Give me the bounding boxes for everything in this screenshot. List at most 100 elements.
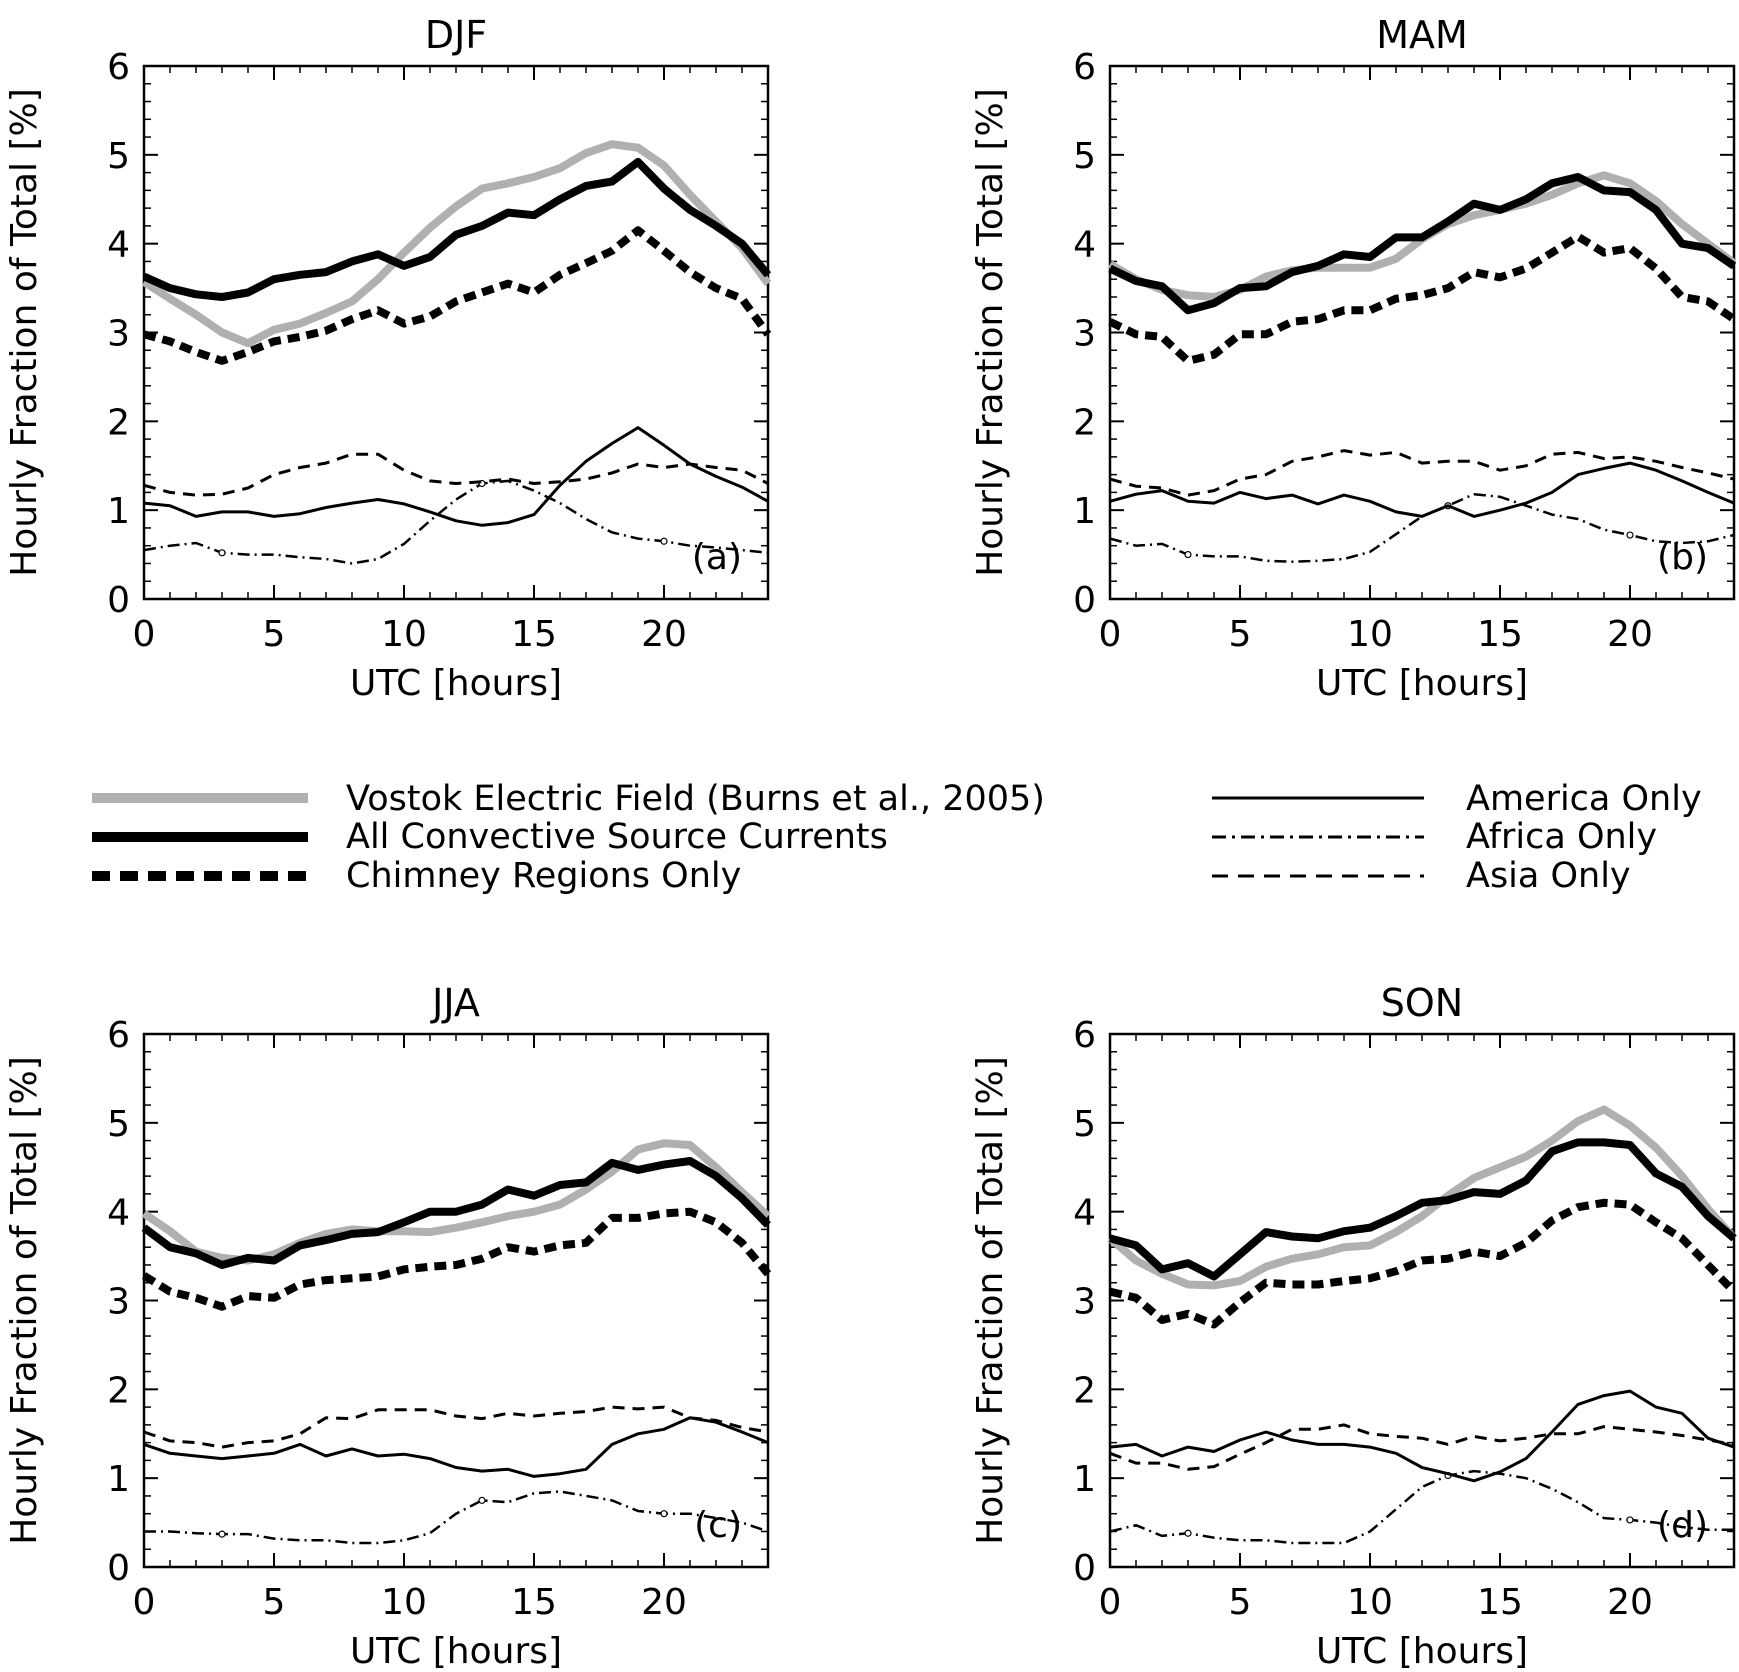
series-line-chimney (141, 1207, 772, 1311)
y-tick-label: 6 (1073, 47, 1096, 88)
series-line-all (1108, 173, 1737, 315)
plot-frame (1108, 1032, 1736, 1569)
y-tick-label: 0 (107, 1548, 130, 1589)
chart-title: MAM (1376, 13, 1468, 57)
series-line-chimney (1108, 232, 1737, 365)
y-tick-label: 6 (107, 1015, 130, 1056)
y-tick-label: 5 (1073, 136, 1096, 177)
x-axis-label: UTC [hours] (1316, 663, 1528, 704)
y-axis-label: Hourly Fraction of Total [%] (4, 1056, 45, 1545)
x-tick-label: 10 (381, 614, 427, 655)
x-tick-label: 15 (511, 614, 557, 655)
y-tick-label: 5 (107, 136, 130, 177)
legend-label-vostok: Vostok Electric Field (Burns et al., 200… (346, 779, 1045, 819)
y-tick-label: 0 (1073, 1548, 1096, 1589)
x-tick-label: 15 (511, 1582, 557, 1623)
series-line-asia (1109, 1423, 1735, 1471)
series-line-america (1109, 1389, 1735, 1483)
x-tick-label: 20 (641, 614, 687, 655)
panel-label: (d) (1657, 1505, 1708, 1546)
y-tick-label: 2 (1073, 1370, 1096, 1411)
chart-panel-son: SON 0 1 2 3 4 5 6 0 5 10 15 20 UTC [hours] Hourly Frac… (970, 981, 1737, 1672)
series-line-africa (1109, 1469, 1734, 1545)
y-tick-label: 4 (1073, 1193, 1096, 1234)
y-axis-label: Hourly Fraction of Total [%] (970, 88, 1011, 577)
series-line-vostok (141, 140, 772, 348)
legend-label-africa: Africa Only (1466, 817, 1657, 857)
africa-marker (1184, 550, 1192, 559)
x-tick-label: 5 (1229, 1582, 1252, 1623)
y-tick-label: 5 (1073, 1104, 1096, 1145)
x-tick-label: 0 (133, 1582, 156, 1623)
y-tick-label: 0 (107, 580, 130, 621)
x-tick-label: 0 (1099, 614, 1122, 655)
y-tick-label: 3 (107, 314, 130, 355)
chart-title: DJF (425, 13, 487, 57)
y-tick-label: 1 (1073, 491, 1096, 532)
x-tick-label: 0 (133, 614, 156, 655)
panel-label: (a) (692, 537, 742, 578)
y-tick-label: 1 (107, 491, 130, 532)
series-line-vostok (1107, 1105, 1737, 1290)
series-line-all (142, 157, 772, 301)
legend: Vostok Electric Field (Burns et al., 200… (92, 779, 1702, 896)
series-line-america (1109, 461, 1735, 518)
x-tick-label: 20 (641, 1582, 687, 1623)
africa-marker (218, 549, 226, 557)
africa-marker (1626, 531, 1634, 539)
chart-title: SON (1381, 981, 1463, 1025)
y-tick-label: 3 (1073, 1282, 1096, 1323)
chart-title: JJA (430, 981, 480, 1025)
chart-panel-djf: DJF 0 1 2 3 4 5 6 0 5 10 15 20 UTC [hours] Hourly Frac… (4, 13, 772, 704)
x-tick-label: 5 (263, 614, 286, 655)
x-tick-label: 15 (1477, 1582, 1523, 1623)
series-line-africa (1109, 492, 1735, 563)
panel-label: (b) (1657, 537, 1708, 578)
series-line-africa (144, 1490, 769, 1545)
y-tick-label: 3 (107, 1282, 130, 1323)
africa-marker (1184, 1529, 1192, 1537)
y-axis-label: Hourly Fraction of Total [%] (4, 88, 45, 577)
chart-panel-mam: MAM 0 1 2 3 4 5 6 0 5 10 15 20 UTC [hours] Hourly Frac… (970, 13, 1737, 704)
series-line-america (143, 1416, 769, 1478)
africa-marker (478, 1496, 486, 1504)
series-line-chimney (142, 226, 772, 365)
y-tick-label: 0 (1073, 580, 1096, 621)
africa-marker (1626, 1516, 1634, 1524)
legend-label-chimney: Chimney Regions Only (346, 856, 741, 896)
y-tick-label: 2 (107, 1370, 130, 1411)
x-tick-label: 0 (1099, 1582, 1122, 1623)
y-tick-label: 2 (1073, 402, 1096, 443)
x-tick-label: 10 (1347, 1582, 1393, 1623)
x-tick-label: 20 (1607, 1582, 1653, 1623)
series-line-chimney (1109, 1198, 1737, 1329)
legend-label-all: All Convective Source Currents (346, 817, 888, 857)
y-tick-label: 4 (107, 1193, 130, 1234)
x-tick-label: 20 (1607, 614, 1653, 655)
chart-panel-jja: JJA 0 1 2 3 4 5 6 0 5 10 15 20 UTC [hours] Hourly Frac… (4, 981, 772, 1672)
x-tick-label: 5 (263, 1582, 286, 1623)
series-line-asia (143, 1405, 769, 1449)
series-line-america (143, 426, 769, 527)
x-axis-label: UTC [hours] (350, 1631, 562, 1672)
y-tick-label: 4 (107, 225, 130, 266)
y-tick-label: 2 (107, 402, 130, 443)
plot-frame (142, 64, 770, 601)
y-axis-label: Hourly Fraction of Total [%] (970, 1056, 1011, 1545)
x-tick-label: 10 (381, 1582, 427, 1623)
series-line-all (141, 1157, 771, 1269)
series-line-asia (1109, 449, 1735, 497)
y-tick-label: 3 (1073, 314, 1096, 355)
legend-label-asia: Asia Only (1466, 856, 1631, 896)
x-tick-label: 5 (1229, 614, 1252, 655)
x-axis-label: UTC [hours] (1316, 1631, 1528, 1672)
x-tick-label: 15 (1477, 614, 1523, 655)
series-line-asia (143, 452, 769, 497)
y-tick-label: 1 (1073, 1459, 1096, 1500)
y-tick-label: 1 (107, 1459, 130, 1500)
panel-label: (c) (694, 1505, 742, 1546)
x-axis-label: UTC [hours] (350, 663, 562, 704)
y-tick-label: 4 (1073, 225, 1096, 266)
x-tick-label: 10 (1347, 614, 1393, 655)
